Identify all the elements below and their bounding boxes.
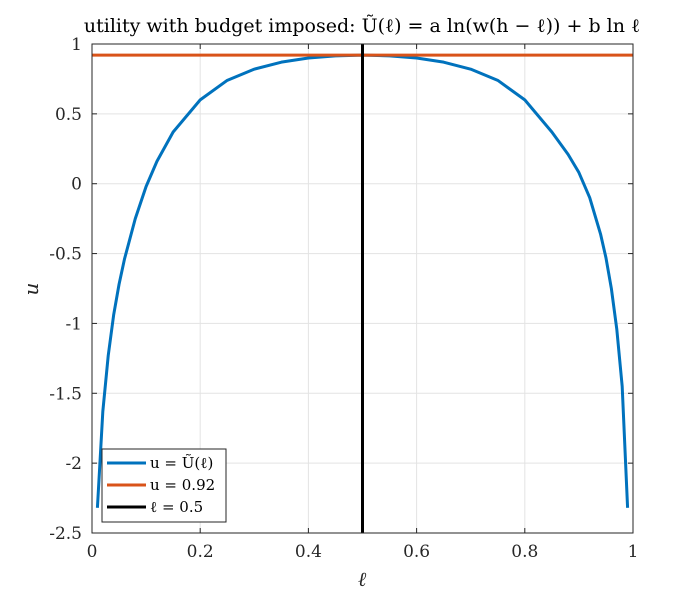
y-tick-label: 0: [71, 175, 82, 195]
y-axis-label: u: [19, 283, 43, 296]
legend-entry-label: u = 0.92: [150, 476, 215, 494]
axes-box: [91, 43, 634, 534]
chart-title: utility with budget imposed: Ũ(ℓ) = a ln…: [84, 14, 640, 37]
y-tick-label: -1: [65, 314, 82, 334]
x-tick-label: 0.6: [403, 542, 430, 562]
legend-entry-label: ℓ = 0.5: [150, 498, 203, 516]
legend-entry-label: u = Ũ(ℓ): [150, 454, 213, 472]
y-tick-label: -2: [65, 454, 82, 474]
x-tick-label: 0: [87, 542, 98, 562]
legend: u = Ũ(ℓ) u = 0.92 ℓ = 0.5: [101, 448, 227, 523]
x-tick-label: 0.2: [187, 542, 214, 562]
ticks: 0 0.2 0.4 0.6 0.8 1 -2.5 -2 -1.5 -1 -0.5 0 0.5 1: [49, 35, 638, 562]
y-tick-label: -1.5: [49, 384, 82, 404]
y-tick-label: -2.5: [49, 524, 82, 544]
x-tick-label: 1: [628, 542, 639, 562]
x-tick-label: 0.4: [295, 542, 322, 562]
x-axis-label: ℓ: [358, 567, 367, 591]
y-tick-label: 0.5: [55, 105, 82, 125]
x-tick-label: 0.8: [511, 542, 538, 562]
y-tick-label: 1: [71, 35, 82, 55]
series-layer: [92, 44, 633, 533]
y-tick-label: -0.5: [49, 245, 82, 265]
